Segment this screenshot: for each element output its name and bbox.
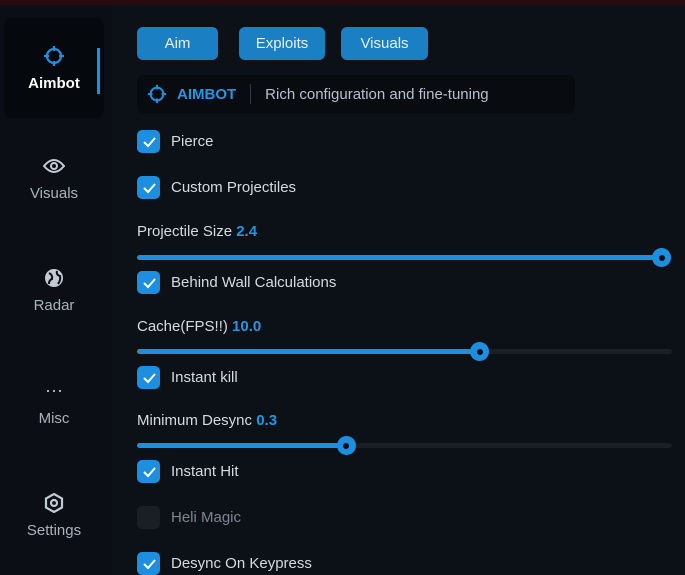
- slider-label: Cache(FPS!!): [137, 318, 228, 335]
- slider-value: 10.0: [232, 318, 262, 335]
- check-icon: [137, 271, 160, 294]
- custom-projectiles-checkbox[interactable]: Custom Projectiles: [137, 176, 296, 199]
- checkbox-empty: [137, 506, 160, 529]
- main-panel: Aim Exploits Visuals AIMBOT Rich configu…: [112, 5, 685, 575]
- section-description: Rich configuration and fine-tuning: [265, 85, 489, 103]
- ellipsis-icon: ···: [45, 380, 63, 400]
- sidebar-item-label: Misc: [38, 409, 70, 427]
- section-title: AIMBOT: [177, 85, 237, 103]
- window-top-border: [0, 0, 685, 5]
- slider-fill: [137, 443, 346, 448]
- gear-icon: [43, 492, 65, 514]
- active-indicator: [97, 48, 100, 94]
- globe-icon: [43, 267, 65, 289]
- sidebar-item-misc[interactable]: ··· Misc: [4, 353, 104, 453]
- sidebar-item-settings[interactable]: Settings: [4, 465, 104, 565]
- sidebar-item-aimbot[interactable]: Aimbot: [4, 18, 104, 118]
- instant-hit-checkbox[interactable]: Instant Hit: [137, 460, 239, 483]
- section-header: AIMBOT Rich configuration and fine-tunin…: [137, 75, 575, 113]
- cache-slider[interactable]: [137, 342, 672, 361]
- slider-label: Projectile Size: [137, 223, 233, 240]
- behind-wall-checkbox[interactable]: Behind Wall Calculations: [137, 271, 336, 294]
- min-desync-label: Minimum Desync 0.3: [137, 412, 277, 429]
- cache-label: Cache(FPS!!) 10.0: [137, 318, 261, 335]
- desync-keypress-checkbox[interactable]: Desync On Keypress: [137, 552, 312, 575]
- checkbox-label: Instant kill: [171, 369, 238, 386]
- sidebar-item-label: Settings: [26, 521, 82, 539]
- slider-fill: [137, 349, 480, 354]
- checkbox-label: Heli Magic: [171, 509, 242, 526]
- check-icon: [137, 552, 160, 575]
- checkbox-label: Pierce: [171, 133, 214, 150]
- slider-label: Minimum Desync: [137, 412, 253, 429]
- sidebar-item-label: Visuals: [29, 184, 79, 202]
- slider-knob[interactable]: [336, 436, 356, 455]
- sidebar-item-radar[interactable]: Radar: [4, 240, 104, 340]
- projectile-size-slider[interactable]: [137, 248, 672, 267]
- checkbox-label: Behind Wall Calculations: [171, 274, 337, 291]
- tab-exploits[interactable]: Exploits: [239, 27, 325, 60]
- divider: [250, 84, 252, 104]
- check-icon: [137, 176, 160, 199]
- check-icon: [137, 366, 160, 389]
- sidebar-item-visuals[interactable]: Visuals: [4, 128, 104, 228]
- tab-visuals[interactable]: Visuals: [341, 27, 428, 60]
- tab-aim[interactable]: Aim: [137, 27, 218, 60]
- eye-icon: [43, 155, 65, 177]
- heli-magic-checkbox[interactable]: Heli Magic: [137, 506, 241, 529]
- check-icon: [137, 460, 160, 483]
- pierce-checkbox[interactable]: Pierce: [137, 130, 214, 153]
- projectile-size-label: Projectile Size 2.4: [137, 223, 257, 240]
- slider-fill: [137, 255, 662, 260]
- checkbox-label: Instant Hit: [171, 463, 239, 480]
- checkbox-label: Desync On Keypress: [171, 555, 312, 572]
- slider-knob[interactable]: [470, 342, 490, 361]
- sidebar-item-label: Aimbot: [28, 74, 80, 92]
- check-icon: [137, 130, 160, 153]
- sidebar-item-label: Radar: [33, 296, 75, 314]
- checkbox-label: Custom Projectiles: [171, 179, 297, 196]
- min-desync-slider[interactable]: [137, 436, 672, 455]
- slider-knob[interactable]: [652, 248, 672, 267]
- crosshair-icon: [147, 84, 167, 104]
- instant-kill-checkbox[interactable]: Instant kill: [137, 366, 238, 389]
- sidebar: Aimbot Visuals Radar ··· Misc Settings: [0, 5, 112, 575]
- slider-value: 0.3: [256, 412, 278, 429]
- crosshair-icon: [43, 45, 65, 67]
- slider-value: 2.4: [236, 223, 258, 240]
